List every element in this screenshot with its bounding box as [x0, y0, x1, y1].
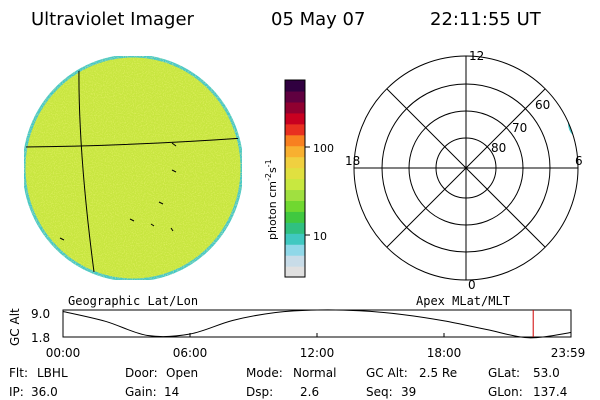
color-bar-segment — [285, 101, 305, 114]
parallel-line — [24, 137, 242, 148]
status-gc-alt-label: GC Alt: — [366, 366, 408, 380]
unit-exp-cm: -2 — [264, 173, 273, 181]
header-date: 05 May 07 — [271, 9, 365, 30]
mlt-label-6: 6 — [575, 154, 583, 168]
status-gc-alt-value: 2.5 Re — [419, 366, 457, 380]
status-glon-value: 137.4 — [533, 385, 567, 399]
status-filter-value: LBHL — [37, 366, 68, 380]
color-bar-segment — [285, 167, 305, 180]
color-bar-segment — [285, 90, 305, 103]
coastline-fragments — [59, 142, 177, 241]
altitude-plot-frame — [62, 309, 572, 338]
color-bar-segment — [285, 112, 305, 125]
color-bar-segment — [285, 233, 305, 245]
altitude-chart: GC Alt 9.0 1.8 00:00 06:00 12:00 18:00 2… — [8, 307, 585, 360]
unit-s: s — [266, 167, 279, 173]
altitude-x-ticks — [189, 333, 445, 337]
mlt-label-18: 18 — [345, 154, 360, 168]
instrument-title: Ultraviolet Imager — [31, 9, 195, 30]
color-bar-segment — [285, 178, 305, 191]
mlat-label-60: 60 — [535, 98, 550, 112]
altitude-series-line — [62, 309, 572, 339]
status-filter-label: Flt: — [9, 366, 28, 380]
mlt-label-12: 12 — [469, 49, 484, 63]
altitude-y-tick-min: 1.8 — [31, 331, 50, 345]
status-mode-label: Mode: — [246, 366, 283, 380]
earth-disk — [22, 54, 244, 282]
color-bar-segment — [285, 156, 305, 169]
status-seq-label: Seq: — [366, 385, 393, 399]
color-bar-segment — [285, 80, 305, 92]
altitude-x-tick-1200: 12:00 — [300, 346, 335, 360]
color-bar-tick-100: 100 — [313, 142, 334, 155]
polar-plot: 12 18 6 0 60 70 80 — [345, 49, 583, 292]
altitude-y-label: GC Alt — [8, 308, 22, 346]
status-gain-value: 14 — [164, 385, 179, 399]
header-time: 22:11:55 UT — [430, 9, 542, 30]
meridian-line — [78, 65, 95, 273]
mlat-label-70: 70 — [512, 121, 527, 135]
altitude-x-tick-0000: 00:00 — [46, 346, 81, 360]
altitude-x-tick-1800: 18:00 — [427, 346, 462, 360]
color-bar-segment — [285, 189, 305, 201]
status-glon-label: GLon: — [488, 385, 523, 399]
polar-grid — [353, 55, 579, 281]
mlt-label-0: 0 — [468, 278, 476, 292]
altitude-x-tick-0600: 06:00 — [173, 346, 208, 360]
unit-exp-s: -1 — [264, 159, 273, 167]
color-bar-segment — [285, 222, 305, 234]
status-dsp-label: Dsp: — [246, 385, 273, 399]
altitude-y-tick-max: 9.0 — [31, 307, 50, 321]
mlat-label-80: 80 — [491, 141, 506, 155]
color-bar-frame — [284, 79, 306, 278]
color-bar-segment — [285, 145, 305, 158]
image-panel-caption: Geographic Lat/Lon — [68, 294, 198, 308]
status-mode-value: Normal — [293, 366, 336, 380]
unit-photon-cm: photon cm — [266, 181, 279, 240]
color-bar-segment — [285, 255, 305, 267]
color-bar-ticks — [305, 146, 310, 236]
status-dsp-value: 2.6 — [300, 385, 319, 399]
status-seq-value: 39 — [401, 385, 416, 399]
color-bar-segment — [285, 211, 305, 223]
color-bar-unit: photon cm-2s-1 — [264, 159, 279, 240]
status-glat-value: 53.0 — [533, 366, 560, 380]
color-bar-segment — [285, 266, 305, 278]
color-bar-segment — [285, 123, 305, 136]
status-ip-label: IP: — [9, 385, 24, 399]
color-bar-tick-10: 10 — [313, 230, 327, 243]
polar-panel-caption: Apex MLat/MLT — [416, 294, 510, 308]
status-gain-label: Gain: — [125, 385, 157, 399]
color-bar-segment — [285, 200, 305, 212]
status-ip-value: 36.0 — [31, 385, 58, 399]
color-bar — [285, 80, 305, 278]
color-bar-segment — [285, 134, 305, 147]
status-door-value: Open — [166, 366, 198, 380]
status-door-label: Door: — [125, 366, 158, 380]
status-panel: Flt: LBHL Door: Open Mode: Normal GC Alt… — [9, 366, 567, 399]
color-bar-segment — [285, 244, 305, 256]
altitude-x-tick-2359: 23:59 — [551, 346, 586, 360]
earth-image — [22, 54, 244, 282]
status-glat-label: GLat: — [488, 366, 520, 380]
